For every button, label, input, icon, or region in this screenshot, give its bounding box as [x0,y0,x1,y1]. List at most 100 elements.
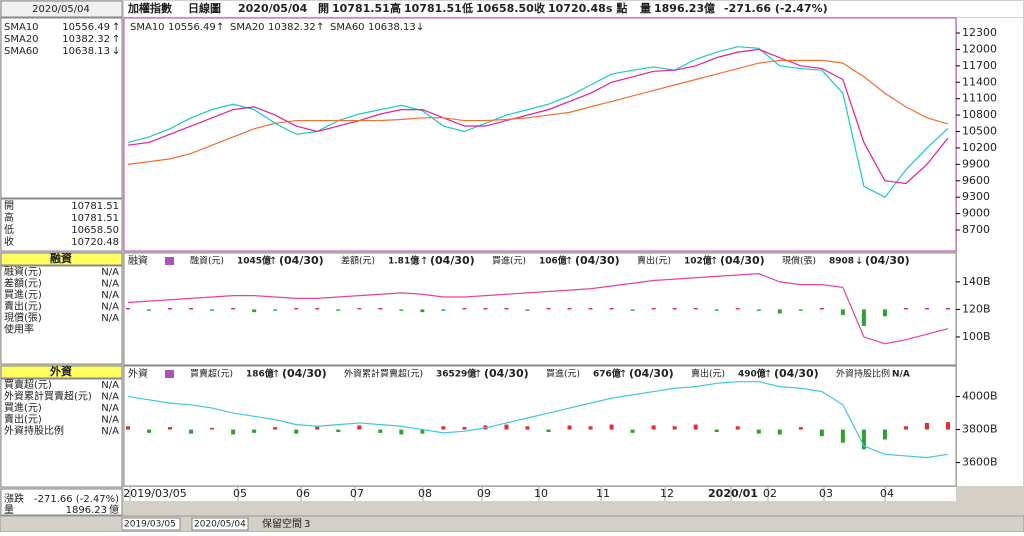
change-bar [588,308,593,310]
legend-value: 10382.32 [268,22,316,33]
legend-name: SMA20 [230,22,265,33]
y-tick-label: 9300 [962,190,990,203]
x-tick-label: 07 [350,487,364,500]
sidebar-row-label: 買進(元) [4,402,42,414]
header-field-label: 低 [461,1,473,15]
sidebar-ohlc-value: 10658.50 [71,225,119,236]
change-bar [147,309,152,311]
change-bar [777,309,782,314]
legend-arrow: ↓ [855,256,863,267]
sidebar-ohlc-label: 低 [4,223,14,236]
sidebar-row-label: 賣出(元) [4,300,42,313]
change-bar [126,308,130,310]
change-bar [399,309,404,311]
change-bar [840,429,845,443]
change-bar [882,309,887,317]
y-tick-label: 140B [962,275,991,288]
x-tick-label: 12 [660,487,674,500]
start-date-box[interactable] [121,517,181,531]
header-volume-label: 量 [640,2,651,15]
header-field-label: 收 [534,1,545,15]
sidebar-row-value: N/A [101,313,119,324]
change-bar [861,309,866,326]
legend-date: (04/30) [575,254,620,267]
legend-name: SMA60 [330,22,365,33]
change-bar [147,429,152,433]
change-bar [567,308,572,310]
change-bar [777,429,782,435]
end-date-box[interactable] [191,517,249,531]
x-tick-label: 06 [296,487,310,500]
sidebar-ohlc-label: 收 [4,235,14,248]
volume-label: 量 [4,504,14,516]
volume-unit: 億 [109,503,119,516]
reserve-label: 保留空間 [262,517,302,530]
change-bar [546,429,551,433]
sidebar-row-value: N/A [101,403,119,414]
header-field-label: 高 [390,1,401,15]
legend-label: 現償(張) [782,256,816,267]
change-bar [693,424,698,430]
panel-icon [165,257,174,265]
y-tick-label: 9000 [962,207,990,220]
change-bar [882,429,887,440]
sidebar-ohlc-label: 高 [4,211,14,224]
price-panel [123,17,957,252]
change-bar [924,422,929,430]
change-bar [168,427,173,430]
change-bar [441,309,446,311]
change-label: 漲跌 [4,492,24,505]
legend-name: SMA10 [130,22,165,33]
legend-date: (04/30) [430,254,475,267]
y-tick-label: 120B [962,302,991,315]
change-bar [294,429,299,434]
change-bar [798,427,803,430]
y-tick-label: 4000B [962,390,998,403]
change-bar [756,309,761,311]
sidebar-sma-arrow: ↑ [112,34,120,45]
balance-line [127,273,949,345]
sidebar-margin-title-box [0,252,123,266]
change-bar [567,425,572,430]
sma-line [127,59,949,165]
x-tick-label: 08 [418,487,432,500]
balance-line [127,381,949,459]
change-bar [630,309,635,311]
y-tick-label: 10800 [962,108,997,121]
change-bar [252,429,257,433]
y-tick-label: 11400 [962,75,997,88]
date-axis [124,487,956,501]
sidebar-row-value: N/A [101,392,119,403]
sidebar-sma-value: 10638.13 [62,46,110,57]
panel-title: 外資 [128,368,148,380]
change-bar [126,426,130,430]
sidebar-sma-value: 10382.32 [62,34,110,45]
sidebar-sma-arrow: ↑ [112,22,120,33]
change-bar [609,424,614,430]
panel-title: 融資 [128,255,148,267]
header-field-value: 10658.50 [476,2,534,15]
legend-value: 106億 [539,255,567,267]
sidebar-row-label: 外資累計買賣超(元) [4,390,92,403]
legend-value: 490億 [738,368,766,380]
sidebar-sma-arrow: ↓ [112,46,120,57]
sidebar-row-value: N/A [101,267,119,278]
legend-value: 10556.49 [168,22,216,33]
sidebar-row-value: N/A [101,380,119,391]
legend-date: (04/30) [279,254,324,267]
legend-arrow: ↑ [316,22,324,33]
change-bar [252,309,257,313]
header-period: 日線圖 [188,1,221,15]
change-bar [714,429,719,433]
change-bar [441,426,446,430]
legend-arrow: ↑ [216,22,224,33]
sidebar-row-value: N/A [101,279,119,290]
y-tick-label: 12300 [962,26,997,39]
y-tick-label: 8700 [962,223,990,236]
header-date: 2020/05/04 [238,2,308,15]
sidebar-date: 2020/05/04 [32,4,90,15]
sidebar-ohlc-box [0,198,123,252]
header-change: -271.66 (-2.47%) [724,2,828,15]
x-tick-label: 2020/01 [708,487,758,500]
change-bar [378,308,383,310]
